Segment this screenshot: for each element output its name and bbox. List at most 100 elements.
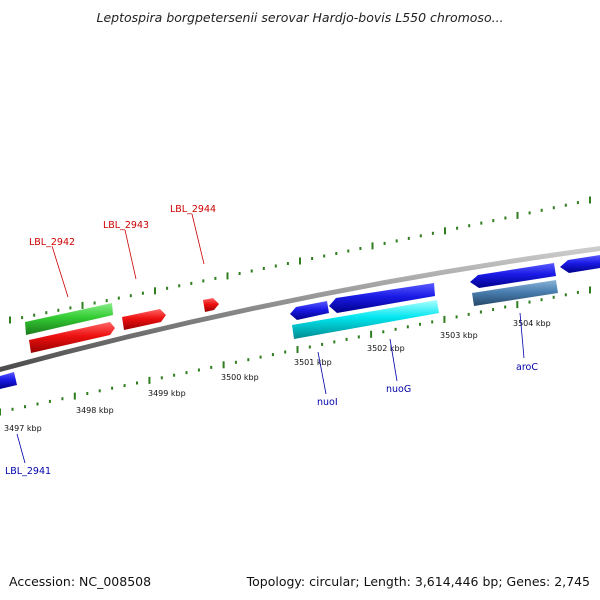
ruler-major-tick <box>0 408 1 416</box>
topology-summary: Topology: circular; Length: 3,614,446 bp… <box>246 574 590 589</box>
ruler-major-tick <box>73 392 76 400</box>
gene-lbl-2943[interactable] <box>122 309 166 330</box>
ruler-minor-tick <box>333 340 336 344</box>
ruler-minor-tick <box>382 330 385 334</box>
gene-nuo-cyan[interactable] <box>292 300 439 339</box>
ruler-minor-tick <box>123 384 126 388</box>
ruler-minor-tick <box>21 316 24 320</box>
ruler-minor-tick <box>431 320 434 324</box>
gene-lbl-2944[interactable] <box>203 298 219 312</box>
ruler-minor-tick <box>250 269 253 273</box>
ruler-minor-tick <box>197 368 200 372</box>
gene-aroc-upper[interactable] <box>470 263 556 288</box>
ruler-minor-tick <box>69 306 72 310</box>
ruler-major-tick <box>589 286 591 294</box>
gene-nuog-upper[interactable] <box>329 283 435 313</box>
ruler-minor-tick <box>93 301 96 305</box>
ruler-minor-tick <box>311 257 314 260</box>
gene-label-lbl-2943[interactable]: LBL_2943 <box>103 220 149 231</box>
leader-line <box>16 433 26 464</box>
ruler-minor-tick <box>504 305 507 309</box>
ruler-minor-tick <box>129 294 132 298</box>
ruler-minor-tick <box>173 373 176 377</box>
ruler-major-tick <box>516 301 519 309</box>
ruler-minor-tick <box>308 345 311 349</box>
ruler-minor-tick <box>455 315 458 319</box>
ruler-minor-tick <box>141 291 144 295</box>
ruler-minor-tick <box>323 254 326 258</box>
leader-line <box>389 338 398 382</box>
ruler-minor-tick <box>395 239 398 243</box>
tick-label: 3499 kbp <box>148 389 186 398</box>
ruler-major-tick <box>81 301 84 309</box>
genome-backbone <box>0 246 600 372</box>
ruler-minor-tick <box>286 262 289 265</box>
ruler-minor-tick <box>24 405 26 409</box>
ruler-minor-tick <box>166 286 169 290</box>
gene-next-reverse[interactable] <box>560 255 600 273</box>
tick-label: 3500 kbp <box>221 373 259 382</box>
ruler-minor-tick <box>576 290 579 294</box>
gene-lbl-2942-cds[interactable] <box>29 322 115 353</box>
accession-text: Accession: NC_008508 <box>9 574 152 589</box>
ruler-minor-tick <box>271 353 274 357</box>
leader-line <box>317 351 327 395</box>
ruler-major-tick <box>444 227 446 235</box>
ruler-major-tick <box>371 242 374 250</box>
ruler-minor-tick <box>105 299 108 303</box>
ruler-minor-tick <box>86 392 89 395</box>
ruler-minor-tick <box>33 313 36 317</box>
ruler-minor-tick <box>357 335 360 339</box>
gene-nuoi-upper[interactable] <box>290 301 329 320</box>
ruler-major-tick <box>370 330 373 338</box>
ruler-minor-tick <box>160 376 163 380</box>
ruler-major-tick <box>9 316 11 324</box>
gene-label-nuoi[interactable]: nuoI <box>317 397 338 408</box>
tick-labels: 3497 kbp 3498 kbp 3499 kbp 3500 kbp 3501… <box>4 319 551 433</box>
ruler-minor-tick <box>178 284 181 288</box>
ruler-minor-tick <box>274 264 277 268</box>
ruler-minor-tick <box>540 298 543 302</box>
gene-aroc-lower[interactable] <box>472 280 558 306</box>
ruler-minor-tick <box>238 272 241 275</box>
gene-label-lbl-2941[interactable]: LBL_2941 <box>5 466 51 477</box>
gene-lbl-2942-rrna[interactable] <box>25 303 113 335</box>
ruler-major-tick <box>516 211 519 219</box>
ruler-minor-tick <box>456 226 459 230</box>
ruler-minor-tick <box>247 358 250 362</box>
ruler-minor-tick <box>431 231 434 235</box>
ruler-minor-tick <box>347 249 350 253</box>
ruler-minor-tick <box>321 342 324 346</box>
tick-label: 3498 kbp <box>76 406 114 415</box>
ruler-minor-tick <box>492 308 495 311</box>
ruler-minor-tick <box>234 360 237 364</box>
ruler-minor-tick <box>492 219 495 223</box>
ruler-major-tick <box>296 346 299 353</box>
gene-label-aroc[interactable]: aroC <box>516 362 538 373</box>
ruler-minor-tick <box>407 236 410 240</box>
leader-line <box>191 213 205 265</box>
ruler-minor-tick <box>45 311 48 315</box>
ruler-minor-tick <box>259 355 262 359</box>
ruler-minor-tick <box>528 300 531 304</box>
gene-label-nuog[interactable]: nuoG <box>386 384 411 395</box>
gene-label-lbl-2944[interactable]: LBL_2944 <box>170 204 216 215</box>
gene-label-lbl-2942[interactable]: LBL_2942 <box>29 237 75 248</box>
ruler-minor-tick <box>528 211 531 215</box>
ruler-minor-tick <box>552 206 555 210</box>
ruler-minor-tick <box>345 337 348 341</box>
tick-label: 3503 kbp <box>440 331 478 340</box>
ruler-major-tick <box>148 376 151 384</box>
ruler-minor-tick <box>36 402 39 406</box>
gene-lbl-2941[interactable] <box>0 372 17 389</box>
leader-line <box>519 312 525 359</box>
tick-label: 3497 kbp <box>4 424 42 433</box>
ruler-minor-tick <box>136 381 138 385</box>
tick-label: 3502 kbp <box>367 344 405 353</box>
ruler-minor-tick <box>48 399 51 403</box>
ruler-minor-tick <box>419 234 422 238</box>
reverse-strand-genes <box>0 255 600 389</box>
ruler-minor-tick <box>190 281 193 285</box>
ruler-major-tick <box>222 361 225 369</box>
